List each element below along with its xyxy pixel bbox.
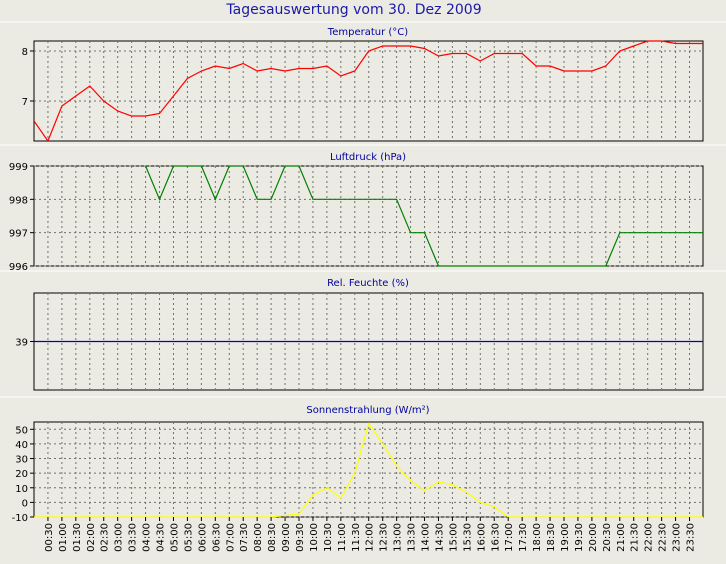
x-tick-label: 23:00 — [672, 523, 683, 552]
x-tick-label: 11:00 — [337, 523, 348, 552]
x-tick-label: 17:30 — [518, 523, 529, 552]
chart-panels: Temperatur (°C) 7 8 Luftdruck (hPa) 996 997 99… — [0, 21, 726, 524]
panel-title: Rel. Feuchte (%) — [327, 278, 409, 289]
y-tick-label: 997 — [9, 229, 28, 240]
x-tick-label: 07:00 — [225, 523, 236, 552]
y-tick-label: 40 — [15, 440, 28, 451]
x-tick-label: 20:00 — [588, 523, 599, 552]
x-tick-label: 14:00 — [421, 523, 432, 552]
series-line — [34, 40, 703, 142]
x-tick-label: 12:30 — [379, 523, 390, 552]
x-tick-label: 09:00 — [281, 523, 292, 552]
x-tick-label: 17:00 — [504, 523, 515, 552]
x-tick-label: 15:00 — [448, 523, 459, 552]
panel-title: Luftdruck (hPa) — [330, 152, 406, 163]
x-tick-label: 05:00 — [169, 523, 180, 552]
x-tick-label: 08:00 — [253, 523, 264, 552]
y-tick-label: 30 — [15, 455, 28, 466]
x-tick-label: 01:00 — [58, 523, 69, 552]
x-tick-label: 22:00 — [644, 523, 655, 552]
y-tick-label: 50 — [15, 425, 28, 436]
x-tick-label: 04:00 — [142, 523, 153, 552]
x-tick-label: 19:30 — [574, 523, 585, 552]
chart-panel-4: Sonnenstrahlung (W/m²) -10 0 10 20 30 40 50 — [12, 405, 704, 524]
x-tick-label: 13:00 — [393, 523, 404, 552]
series-line — [145, 165, 703, 267]
x-tick-label: 12:00 — [365, 523, 376, 552]
panel-title: Sonnenstrahlung (W/m²) — [306, 405, 429, 416]
x-tick-label: 11:30 — [351, 523, 362, 552]
x-tick-label: 04:30 — [156, 523, 167, 552]
x-tick-label: 10:30 — [323, 523, 334, 552]
x-tick-label: 03:30 — [128, 523, 139, 552]
time-axis: 00:30 01:00 01:30 02:00 02:30 03:00 03:30 04:00… — [44, 517, 697, 552]
x-tick-label: 16:30 — [490, 523, 501, 552]
x-tick-label: 10:00 — [309, 523, 320, 552]
y-tick-label: -10 — [12, 513, 28, 524]
x-tick-label: 02:30 — [100, 523, 111, 552]
x-tick-label: 19:00 — [560, 523, 571, 552]
x-tick-label: 13:30 — [407, 523, 418, 552]
y-tick-label: 20 — [15, 469, 28, 480]
x-tick-label: 23:30 — [686, 523, 697, 552]
page-title: Tagesauswertung vom 30. Dez 2009 — [225, 2, 481, 18]
x-tick-label: 18:30 — [546, 523, 557, 552]
x-tick-label: 21:30 — [630, 523, 641, 552]
y-tick-label: 10 — [15, 484, 28, 495]
y-tick-label: 996 — [9, 262, 28, 273]
x-tick-label: 02:00 — [86, 523, 97, 552]
y-tick-label: 998 — [9, 195, 28, 206]
y-tick-label: 39 — [15, 338, 28, 349]
y-tick-label: 0 — [22, 498, 28, 509]
x-tick-label: 00:30 — [44, 523, 55, 552]
x-tick-label: 05:30 — [183, 523, 194, 552]
chart-panel-2: Luftdruck (hPa) 996 997 998 999 — [9, 152, 704, 273]
x-tick-label: 21:00 — [616, 523, 627, 552]
x-tick-label: 06:00 — [197, 523, 208, 552]
x-tick-label: 20:30 — [602, 523, 613, 552]
x-tick-label: 18:00 — [532, 523, 543, 552]
x-tick-label: 01:30 — [72, 523, 83, 552]
chart-panel-3: Rel. Feuchte (%) 39 — [15, 278, 704, 391]
x-tick-label: 22:30 — [658, 523, 669, 552]
panel-title: Temperatur (°C) — [327, 27, 408, 38]
x-tick-label: 03:00 — [114, 523, 125, 552]
x-tick-label: 09:30 — [295, 523, 306, 552]
y-tick-label: 7 — [22, 97, 28, 108]
x-tick-label: 15:30 — [462, 523, 473, 552]
series-line — [34, 422, 703, 518]
y-tick-label: 8 — [22, 47, 28, 58]
x-tick-label: 16:00 — [476, 523, 487, 552]
chart-panel-1: Temperatur (°C) 7 8 — [22, 27, 704, 142]
x-tick-label: 08:30 — [267, 523, 278, 552]
x-tick-label: 14:30 — [434, 523, 445, 552]
y-tick-label: 999 — [9, 162, 28, 173]
x-tick-label: 07:30 — [239, 523, 250, 552]
x-tick-label: 06:30 — [211, 523, 222, 552]
